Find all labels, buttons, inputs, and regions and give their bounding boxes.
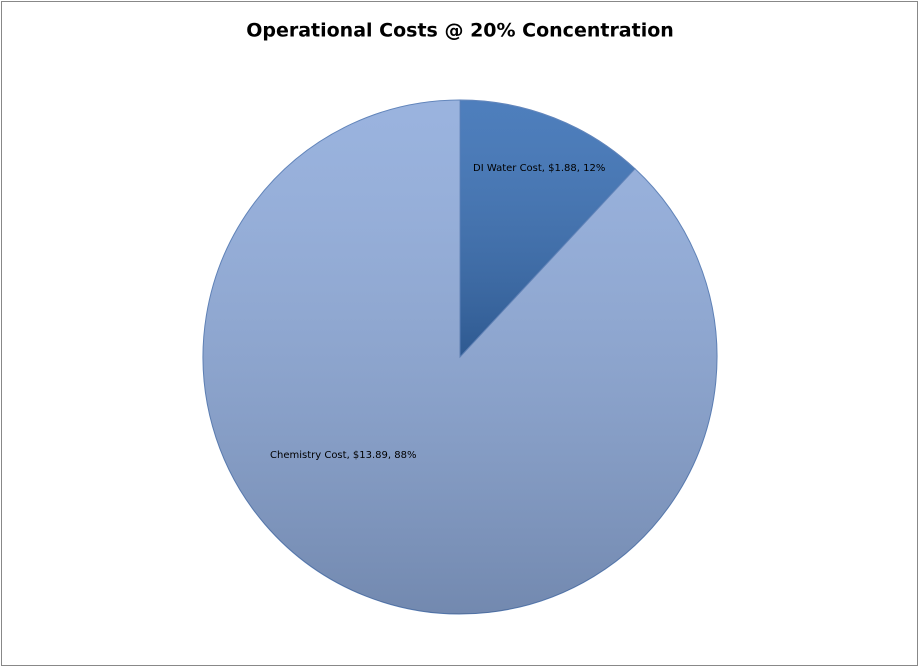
data-label: DI Water Cost, $1.88, 12% — [473, 163, 605, 174]
pie: DI Water Cost, $1.88, 12% Chemistry Cost,… — [202, 99, 718, 615]
data-label: Chemistry Cost, $13.89, 88% — [270, 450, 417, 461]
slice-shade — [203, 100, 718, 614]
chart-title: Operational Costs @ 20% Concentration — [246, 20, 674, 42]
slice-shade — [460, 100, 636, 357]
